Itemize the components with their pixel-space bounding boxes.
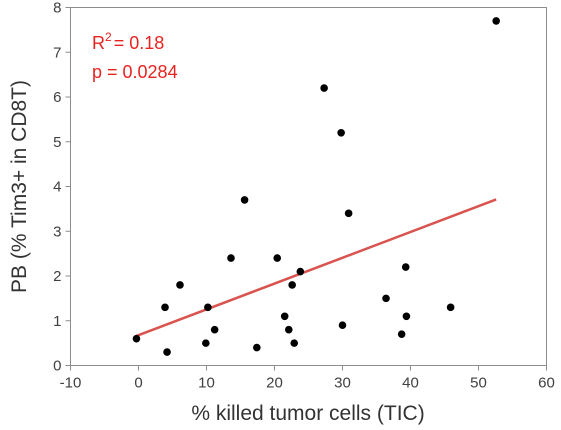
regression-line [136, 198, 497, 338]
plot-frame [70, 7, 547, 366]
data-point [320, 84, 328, 92]
data-point [446, 303, 455, 312]
x-tick-label: 10 [198, 375, 215, 392]
data-point [210, 325, 219, 334]
data-point [202, 339, 210, 347]
y-axis-label: PB (% Tim3+ in CD8T) [8, 80, 31, 293]
data-point [337, 129, 345, 137]
y-tick-label: 5 [53, 134, 61, 151]
y-tick-label: 2 [53, 268, 61, 285]
data-point [176, 281, 184, 289]
p-value-annotation: p = 0.0284 [92, 62, 178, 82]
data-point [204, 303, 212, 312]
y-tick-label: 6 [53, 89, 61, 106]
x-axis-label: % killed tumor cells (TIC) [191, 402, 424, 425]
data-point [284, 325, 293, 334]
data-points [132, 17, 500, 356]
data-point [132, 334, 141, 343]
data-point [253, 343, 261, 352]
data-point [227, 254, 235, 262]
y-axis: 0 1 2 3 4 5 6 7 8 [53, 0, 71, 375]
r-squared-prefix: R [92, 33, 105, 53]
data-point [163, 348, 171, 356]
data-point [338, 321, 347, 330]
x-axis: -10 0 10 20 30 40 50 60 [60, 365, 555, 392]
data-point [397, 330, 406, 338]
data-point [288, 281, 296, 289]
x-tick-label: 0 [134, 375, 142, 392]
data-point [296, 267, 305, 276]
data-point [344, 209, 353, 218]
y-tick-label: 8 [53, 0, 61, 17]
data-point [161, 303, 169, 312]
data-point [280, 312, 289, 321]
data-point [273, 254, 282, 262]
y-tick-label: 1 [53, 313, 61, 330]
y-tick-label: 0 [53, 358, 61, 375]
x-tick-label: 20 [266, 375, 283, 392]
x-tick-label: 60 [538, 375, 555, 392]
x-tick-label: 40 [402, 375, 419, 392]
r-squared-value: = 0.18 [114, 33, 165, 53]
r-squared-annotation: R2 = 0.18 [92, 30, 164, 53]
y-tick-label: 7 [53, 44, 61, 61]
x-tick-label: 50 [470, 375, 487, 392]
data-point [290, 339, 299, 347]
data-point [402, 312, 411, 321]
r-squared-superscript: 2 [105, 30, 112, 44]
data-point [382, 294, 390, 303]
x-tick-label: -10 [60, 375, 82, 392]
data-point [240, 196, 249, 204]
y-tick-label: 3 [53, 223, 61, 240]
x-tick-label: 30 [334, 375, 351, 392]
data-point [401, 263, 410, 271]
y-tick-label: 4 [53, 179, 61, 196]
data-point [492, 17, 500, 25]
